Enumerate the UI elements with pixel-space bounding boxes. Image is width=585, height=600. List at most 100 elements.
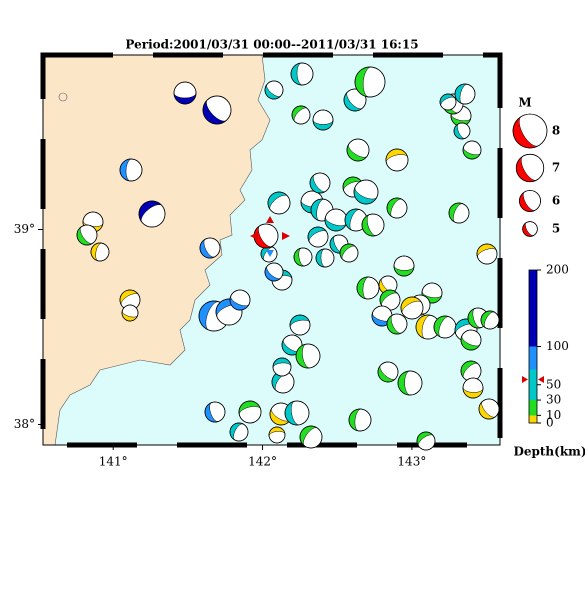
beachball	[268, 426, 286, 444]
beachball	[462, 140, 482, 160]
ball-edge	[312, 109, 334, 131]
ball-edge	[215, 298, 243, 326]
beachball	[299, 425, 323, 449]
beachball	[271, 370, 295, 394]
ball-edge	[515, 153, 545, 183]
ball-edge	[462, 140, 482, 160]
ball-edge	[291, 105, 311, 125]
ball-edge	[204, 401, 226, 423]
legend-label: 7	[552, 161, 560, 175]
marker	[266, 250, 274, 257]
beachball	[519, 190, 541, 212]
beachball	[229, 289, 251, 311]
ball-edge	[462, 377, 484, 399]
beachball	[416, 431, 436, 451]
map-area	[43, 55, 500, 445]
ball-edge	[264, 262, 284, 282]
ball-edge	[307, 226, 329, 248]
ball-edge	[377, 361, 399, 383]
beachball	[204, 401, 226, 423]
beachball	[354, 66, 386, 98]
depth-tick-label: 10	[546, 408, 561, 422]
y-tick-label: 38°	[14, 417, 35, 431]
ball-edge	[385, 148, 409, 172]
ball-edge	[478, 398, 500, 420]
ball-edge	[356, 276, 380, 300]
ball-edge	[460, 329, 482, 351]
beachball	[121, 304, 139, 322]
ball-edge	[76, 224, 98, 246]
legend-label: 5	[552, 222, 560, 236]
beachball	[199, 237, 221, 259]
beachball	[253, 223, 279, 249]
beachball	[454, 83, 476, 105]
ball-edge	[339, 243, 359, 263]
ball-edge	[454, 83, 476, 105]
beachball	[295, 343, 321, 369]
ball-edge	[519, 190, 541, 212]
ball-edge	[284, 400, 310, 426]
beachball	[356, 276, 380, 300]
beachball	[173, 81, 197, 105]
beachball	[293, 247, 313, 267]
ball-edge	[138, 200, 166, 228]
y-tick-label: 39°	[14, 222, 35, 236]
ball-edge	[293, 247, 313, 267]
ball-edge	[289, 314, 311, 336]
marker	[250, 232, 258, 240]
beachball	[448, 202, 470, 224]
beachball	[315, 248, 335, 268]
depth-tick-label: 30	[546, 393, 561, 407]
beachball	[290, 62, 314, 86]
depth-marker	[538, 376, 544, 383]
depth-tick-label: 50	[546, 377, 561, 391]
ball-edge	[272, 357, 292, 377]
depth-tick-label: 100	[546, 339, 569, 353]
beachball	[284, 400, 310, 426]
beachball	[439, 93, 457, 111]
ball-edge	[238, 400, 262, 424]
ball-edge	[353, 179, 379, 205]
ball-edge	[386, 313, 408, 335]
beachball	[400, 296, 424, 320]
ball-edge	[439, 93, 457, 111]
beachball	[138, 200, 166, 228]
ball-edge	[121, 304, 139, 322]
ball-edge	[361, 213, 385, 237]
beachball	[462, 377, 484, 399]
ball-edge	[400, 296, 424, 320]
ball-edge	[309, 172, 331, 194]
beachball	[267, 191, 291, 215]
depth-tick-label: 200	[546, 263, 569, 277]
beachball	[353, 179, 379, 205]
ball-edge	[343, 88, 367, 112]
beachball	[515, 153, 545, 183]
ball-edge	[480, 310, 500, 330]
ball-edge	[90, 242, 110, 262]
beachball	[238, 400, 262, 424]
x-tick-label: 141°	[99, 455, 128, 469]
beachball	[264, 80, 284, 100]
ball-edge	[281, 334, 303, 356]
land	[43, 55, 271, 445]
depth-title: Depth(km)	[513, 445, 585, 459]
beachball	[76, 224, 98, 246]
ball-edge	[173, 81, 197, 105]
beachball	[377, 361, 399, 383]
beachball	[339, 243, 359, 263]
ball-edge	[448, 202, 470, 224]
marker	[282, 232, 290, 240]
ball-edge	[267, 191, 291, 215]
marker	[266, 216, 274, 223]
ball-edge	[229, 422, 249, 442]
depth-tick-label: 0	[546, 416, 554, 430]
legend-title: M	[518, 96, 531, 110]
map-title: Period:2001/03/31 00:00--2011/03/31 16:1…	[125, 38, 418, 52]
beachball	[312, 109, 334, 131]
ball-edge	[421, 282, 443, 304]
beachball	[281, 334, 303, 356]
ball-edge	[264, 80, 284, 100]
ball-edge	[397, 370, 423, 396]
beachball	[512, 113, 548, 149]
